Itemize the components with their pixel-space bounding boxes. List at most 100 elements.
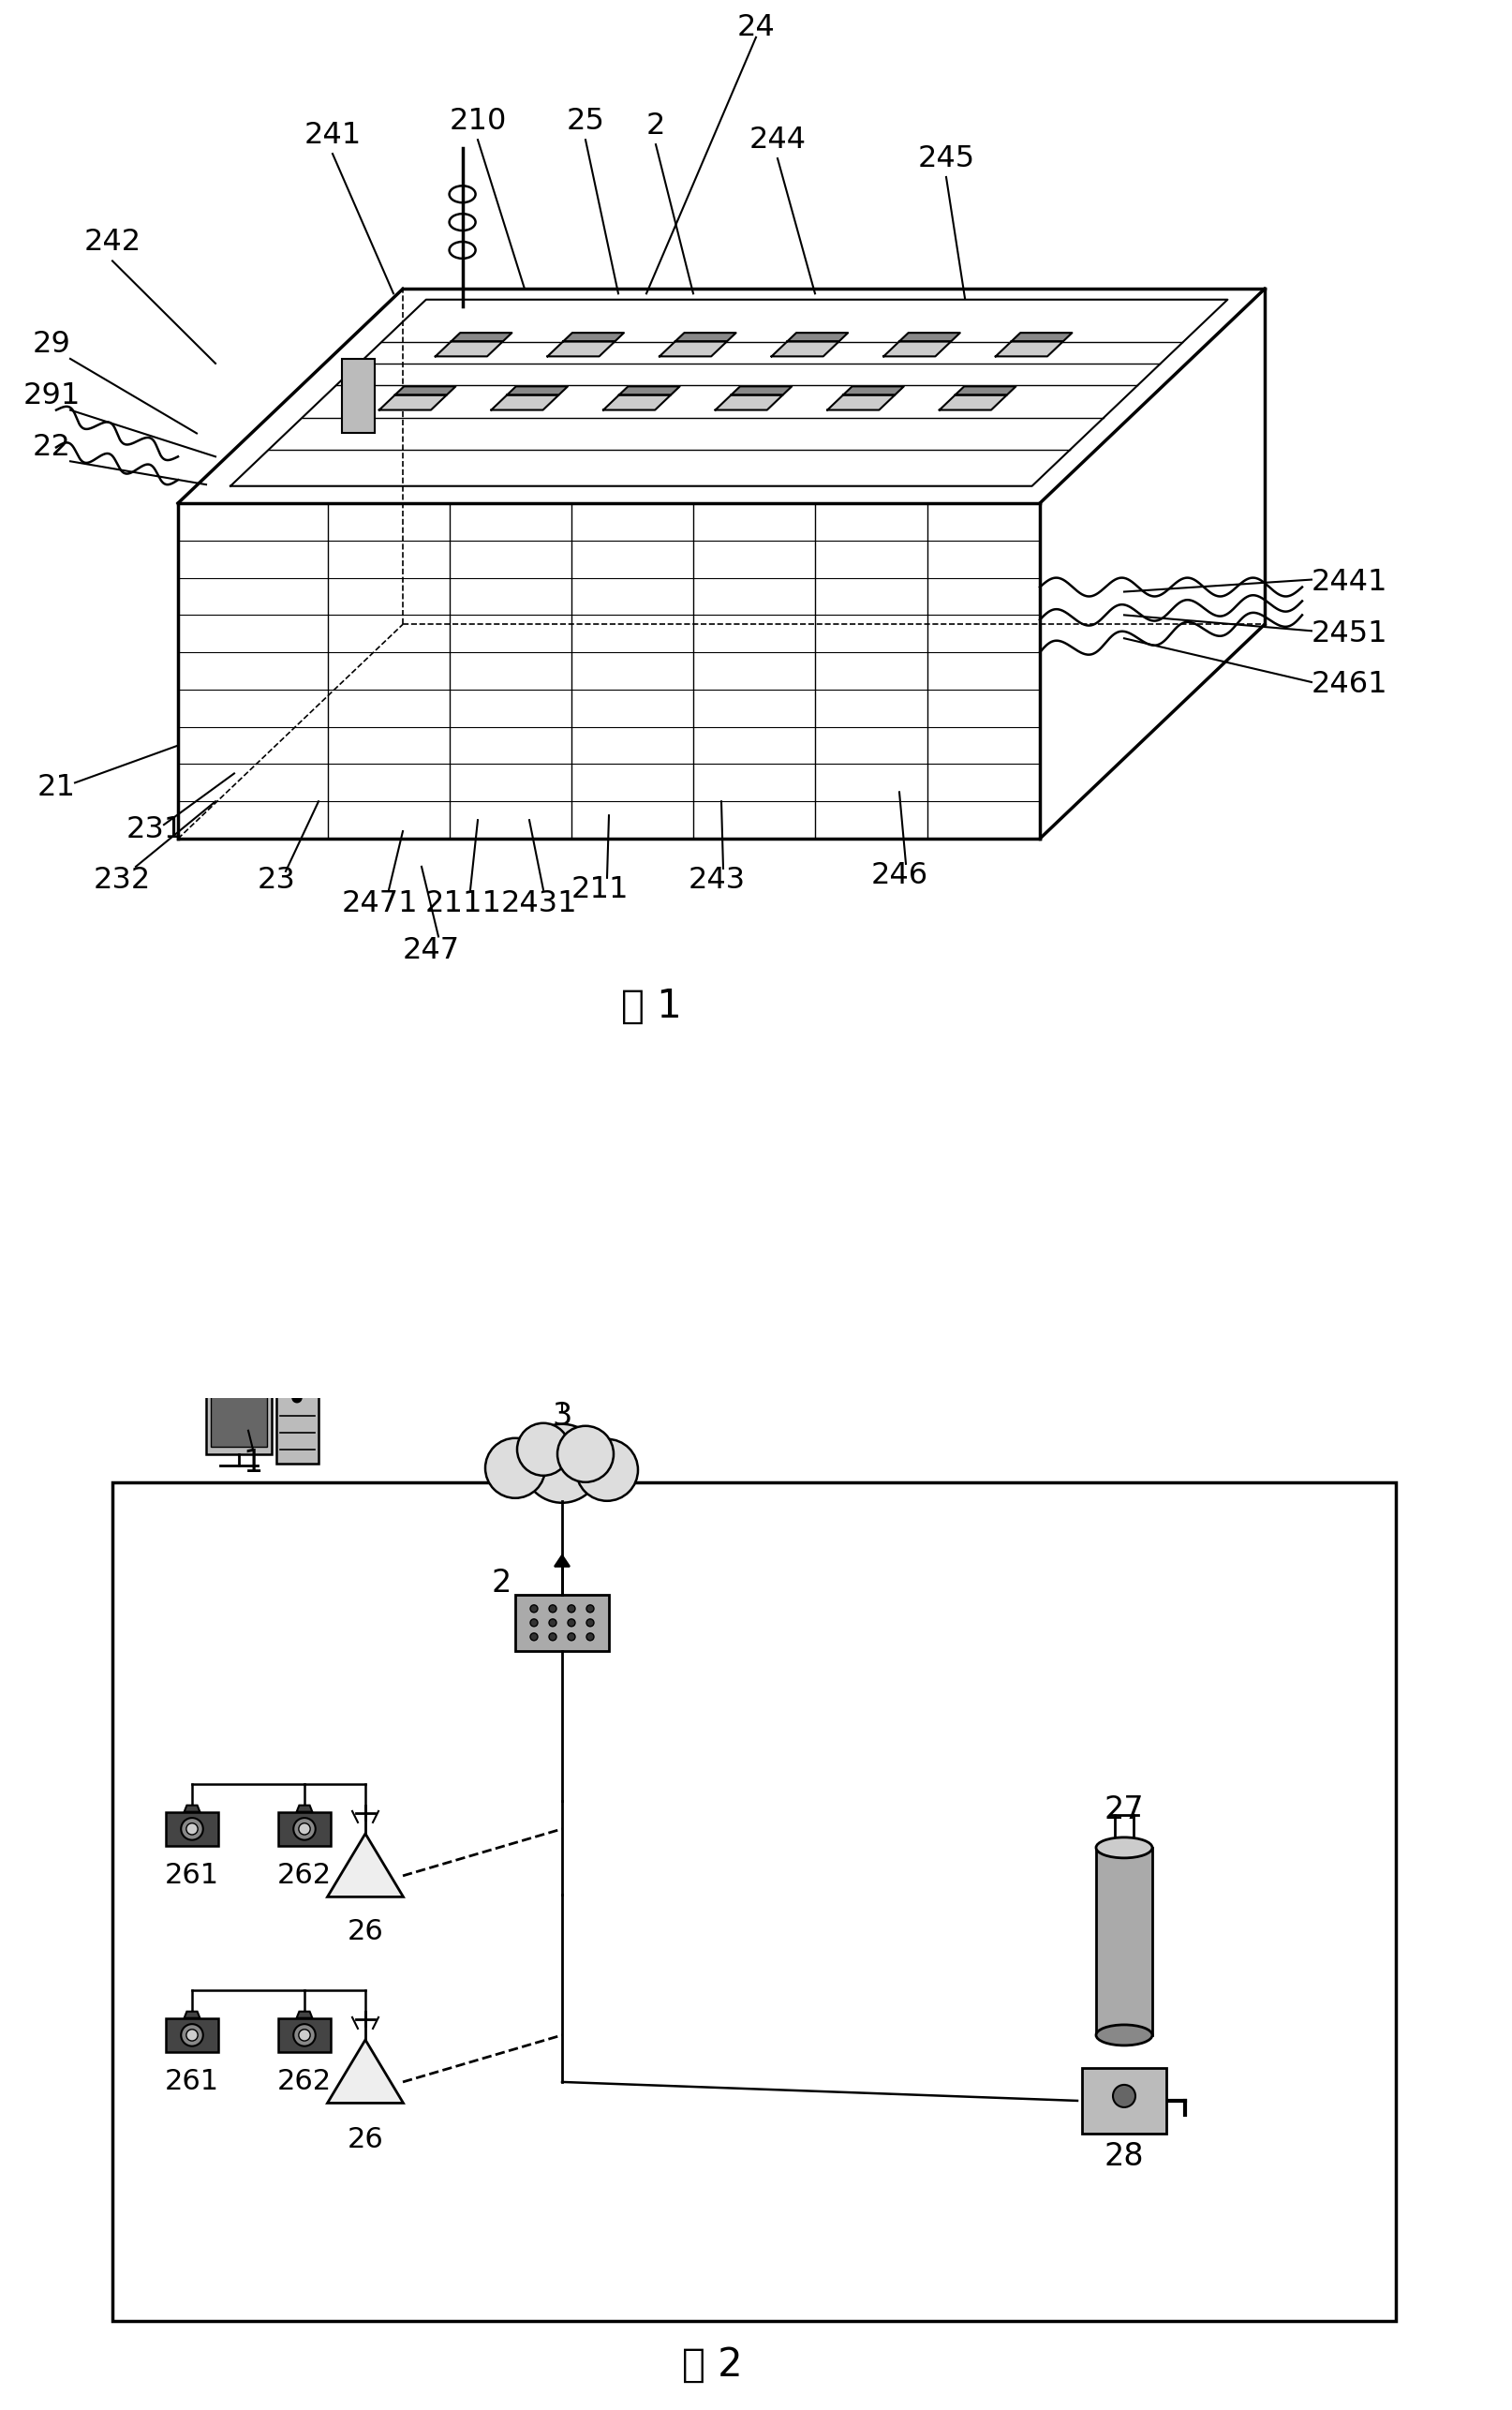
Polygon shape	[1096, 1848, 1152, 2034]
Polygon shape	[732, 386, 792, 395]
Polygon shape	[328, 1834, 404, 1897]
Polygon shape	[956, 386, 1016, 395]
Text: 241: 241	[304, 120, 361, 149]
Circle shape	[531, 1634, 538, 1641]
Polygon shape	[676, 333, 736, 342]
Circle shape	[587, 1634, 594, 1641]
Text: 2461: 2461	[1311, 670, 1387, 699]
Circle shape	[558, 1427, 614, 1482]
Polygon shape	[296, 1805, 313, 1812]
Circle shape	[293, 2024, 316, 2046]
Polygon shape	[507, 386, 567, 395]
Ellipse shape	[1096, 2024, 1152, 2046]
Polygon shape	[827, 395, 895, 410]
Text: 2431: 2431	[500, 889, 578, 918]
Circle shape	[181, 1817, 203, 1839]
Text: 22: 22	[32, 434, 71, 463]
Circle shape	[549, 1620, 556, 1627]
Text: 244: 244	[748, 125, 806, 154]
Polygon shape	[516, 1595, 609, 1651]
Circle shape	[576, 1439, 638, 1501]
Circle shape	[299, 1822, 310, 1834]
Polygon shape	[939, 395, 1007, 410]
Polygon shape	[210, 1386, 268, 1446]
Text: 247: 247	[402, 935, 460, 964]
Polygon shape	[451, 333, 513, 342]
Polygon shape	[380, 395, 446, 410]
Text: 2111: 2111	[425, 889, 502, 918]
Text: 211: 211	[570, 875, 629, 904]
Circle shape	[587, 1605, 594, 1612]
Text: 262: 262	[277, 1863, 331, 1889]
Text: 23: 23	[257, 865, 295, 894]
Text: 3: 3	[552, 1400, 572, 1432]
Polygon shape	[206, 1379, 272, 1453]
Text: 2: 2	[646, 111, 665, 140]
Text: 261: 261	[165, 1863, 219, 1889]
Polygon shape	[184, 1805, 200, 1812]
Polygon shape	[883, 342, 951, 357]
Text: 28: 28	[1104, 2142, 1145, 2171]
Text: 图 2: 图 2	[682, 2345, 742, 2383]
Polygon shape	[166, 2017, 218, 2053]
Circle shape	[299, 2029, 310, 2041]
Circle shape	[549, 1605, 556, 1612]
Polygon shape	[395, 386, 455, 395]
Polygon shape	[1012, 333, 1072, 342]
Polygon shape	[788, 333, 848, 342]
Text: 25: 25	[567, 106, 605, 135]
Text: 2451: 2451	[1311, 619, 1387, 648]
Text: 图 1: 图 1	[621, 986, 682, 1027]
Text: 26: 26	[348, 2126, 384, 2155]
Circle shape	[549, 1634, 556, 1641]
Polygon shape	[771, 342, 839, 357]
Text: 231: 231	[125, 815, 183, 843]
Polygon shape	[166, 1812, 218, 1846]
Circle shape	[293, 1817, 316, 1839]
Polygon shape	[900, 333, 960, 342]
Polygon shape	[296, 2012, 313, 2017]
Circle shape	[1113, 2085, 1136, 2106]
Text: 2: 2	[491, 1569, 511, 1598]
Circle shape	[186, 2029, 198, 2041]
Circle shape	[485, 1439, 546, 1499]
Polygon shape	[328, 2039, 404, 2104]
Text: 243: 243	[688, 865, 745, 894]
Text: 291: 291	[23, 381, 80, 410]
Polygon shape	[184, 2012, 200, 2017]
Text: 210: 210	[449, 106, 507, 135]
Text: 242: 242	[83, 229, 141, 258]
Text: 232: 232	[94, 865, 151, 894]
Text: 261: 261	[165, 2068, 219, 2097]
Circle shape	[181, 2024, 203, 2046]
Polygon shape	[715, 395, 783, 410]
Circle shape	[186, 1822, 198, 1834]
Text: 24: 24	[736, 14, 776, 43]
Polygon shape	[278, 1812, 331, 1846]
Ellipse shape	[1096, 1836, 1152, 1858]
Text: 1: 1	[243, 1448, 263, 1480]
Circle shape	[567, 1620, 575, 1627]
Circle shape	[531, 1620, 538, 1627]
Text: 21: 21	[36, 774, 76, 803]
Circle shape	[531, 1605, 538, 1612]
Circle shape	[567, 1605, 575, 1612]
Circle shape	[523, 1424, 602, 1504]
Text: 246: 246	[871, 860, 928, 889]
Polygon shape	[995, 342, 1063, 357]
Polygon shape	[844, 386, 904, 395]
Polygon shape	[555, 1554, 570, 1566]
Polygon shape	[277, 1383, 319, 1463]
Polygon shape	[562, 333, 624, 342]
Polygon shape	[1083, 2068, 1166, 2133]
Polygon shape	[491, 395, 559, 410]
Polygon shape	[278, 2017, 331, 2053]
Text: 27: 27	[1104, 1795, 1145, 1827]
Text: 2441: 2441	[1311, 569, 1387, 598]
Polygon shape	[618, 386, 680, 395]
Text: 2471: 2471	[342, 889, 417, 918]
Polygon shape	[435, 342, 503, 357]
Text: 262: 262	[277, 2068, 331, 2097]
Polygon shape	[547, 342, 615, 357]
Polygon shape	[342, 359, 375, 434]
